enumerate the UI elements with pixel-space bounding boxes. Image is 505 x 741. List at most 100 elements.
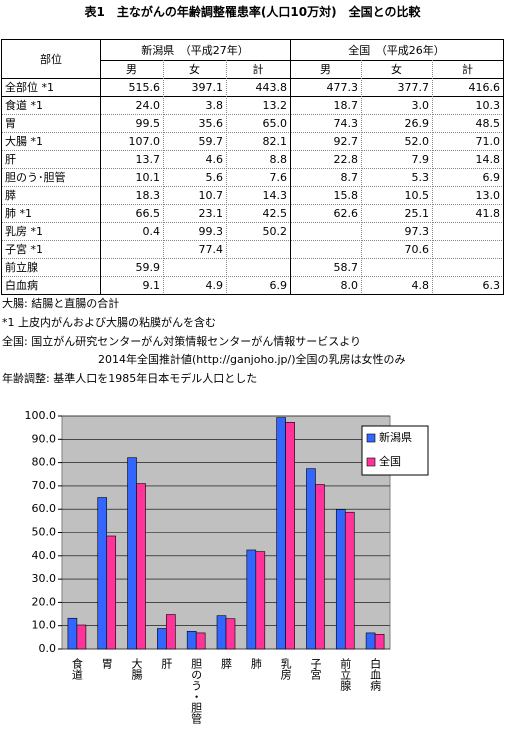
group-header: 全国 （平成26年） xyxy=(290,40,504,61)
value-cell: 22.8 xyxy=(290,150,362,169)
x-tick-label: 白血病 xyxy=(369,657,382,692)
row-label: 食道 *1 xyxy=(2,96,101,115)
value-cell: 18.3 xyxy=(100,186,164,205)
value-cell: 99.3 xyxy=(163,222,227,241)
value-cell: 35.6 xyxy=(163,114,227,133)
row-label: 肺 *1 xyxy=(2,204,101,223)
value-cell: 14.8 xyxy=(432,150,504,169)
header-left: 部位 xyxy=(2,40,101,79)
value-cell: 7.6 xyxy=(226,168,291,187)
value-cell: 10.3 xyxy=(432,96,504,115)
y-tick-label: 30.0 xyxy=(32,572,57,585)
subheader: 計 xyxy=(226,60,291,79)
y-tick-label: 60.0 xyxy=(32,502,57,515)
bar xyxy=(276,417,286,650)
x-tick-label: 子宮 xyxy=(309,658,322,681)
row-label: 子宮 *1 xyxy=(2,240,101,259)
value-cell: 3.0 xyxy=(361,96,433,115)
value-cell: 58.7 xyxy=(290,258,362,277)
bar xyxy=(67,617,78,650)
group-header: 新潟県 （平成27年） xyxy=(100,40,291,61)
value-cell: 4.8 xyxy=(361,276,433,295)
value-cell: 107.0 xyxy=(100,132,164,151)
value-cell: 4.9 xyxy=(163,276,227,295)
legend-box xyxy=(361,425,429,476)
value-cell: 13.0 xyxy=(432,186,504,205)
x-tick-label: 肺 xyxy=(249,658,262,670)
bar xyxy=(97,497,108,650)
note: 大腸: 結腸と直腸の合計 xyxy=(2,297,120,310)
bar xyxy=(255,551,266,650)
value-cell: 25.1 xyxy=(361,204,433,223)
value-cell: 10.7 xyxy=(163,186,227,205)
row-label: 肝 xyxy=(2,150,101,169)
y-tick-label: 90.0 xyxy=(32,432,57,445)
value-cell: 97.3 xyxy=(361,222,433,241)
value-cell: 3.8 xyxy=(163,96,227,115)
subheader: 計 xyxy=(432,60,504,79)
bar xyxy=(335,509,346,650)
value-cell xyxy=(226,258,291,277)
subheader: 女 xyxy=(163,60,227,79)
value-cell: 41.8 xyxy=(432,204,504,223)
value-cell: 8.7 xyxy=(290,168,362,187)
bar xyxy=(136,483,146,650)
value-cell: 50.2 xyxy=(226,222,291,241)
y-tick-label: 40.0 xyxy=(32,549,57,562)
value-cell: 59.9 xyxy=(100,258,164,277)
value-cell: 59.7 xyxy=(163,132,227,151)
x-tick-label: 胃 xyxy=(100,658,113,670)
bar xyxy=(216,615,227,650)
row-label: 膵 xyxy=(2,186,101,205)
value-cell: 5.6 xyxy=(163,168,227,187)
y-tick-label: 80.0 xyxy=(32,456,57,469)
x-tick-label: 大腸 xyxy=(130,657,143,681)
bar xyxy=(106,535,117,650)
bar xyxy=(186,630,197,650)
value-cell: 62.6 xyxy=(290,204,362,223)
value-cell: 26.9 xyxy=(361,114,433,133)
value-cell: 6.3 xyxy=(432,276,504,295)
x-tick-label: 食道 xyxy=(70,657,83,680)
value-cell: 377.7 xyxy=(361,78,433,97)
value-cell: 99.5 xyxy=(100,114,164,133)
note: 2014年全国推計値(http://ganjoho.jp/)全国の乳房は女性のみ xyxy=(98,353,406,366)
note: 全国: 国立がん研究センターがん対策情報センターがん情報サービスより xyxy=(2,335,361,348)
x-tick-label: 肝 xyxy=(160,658,173,669)
value-cell: 7.9 xyxy=(361,150,433,169)
value-cell: 23.1 xyxy=(163,204,227,223)
bar xyxy=(195,632,206,650)
bar xyxy=(374,634,385,650)
title: 表1 主ながんの年齢調整罹患率(人口10万対) 全国との比較 xyxy=(84,5,421,19)
note: *1 上皮内がんおよび大腸の粘膜がんを含む xyxy=(2,316,216,329)
bar xyxy=(344,511,355,650)
legend-swatch xyxy=(366,457,376,467)
plot-area xyxy=(61,415,391,650)
value-cell xyxy=(163,258,227,277)
value-cell: 24.0 xyxy=(100,96,164,115)
value-cell xyxy=(361,258,433,277)
bar xyxy=(365,632,376,650)
y-tick-label: 20.0 xyxy=(32,595,57,608)
value-cell: 18.7 xyxy=(290,96,362,115)
y-tick-label: 0.0 xyxy=(39,642,57,655)
value-cell xyxy=(290,240,362,259)
row-label: 胃 xyxy=(2,114,101,133)
value-cell: 82.1 xyxy=(226,132,291,151)
bar xyxy=(246,549,257,650)
bar xyxy=(127,457,137,650)
value-cell: 443.8 xyxy=(226,78,291,97)
value-cell: 66.5 xyxy=(100,204,164,223)
value-cell: 13.2 xyxy=(226,96,291,115)
row-label: 胆のう･胆管 xyxy=(2,168,101,187)
value-cell: 70.6 xyxy=(361,240,433,259)
y-tick-label: 100.0 xyxy=(25,409,57,422)
bar xyxy=(315,484,325,650)
value-cell: 10.5 xyxy=(361,186,433,205)
x-tick-label: 乳房 xyxy=(279,658,292,681)
bar xyxy=(306,468,316,650)
row-label: 乳房 *1 xyxy=(2,222,101,241)
row-label: 大腸 *1 xyxy=(2,132,101,151)
y-tick-label: 50.0 xyxy=(32,526,57,539)
